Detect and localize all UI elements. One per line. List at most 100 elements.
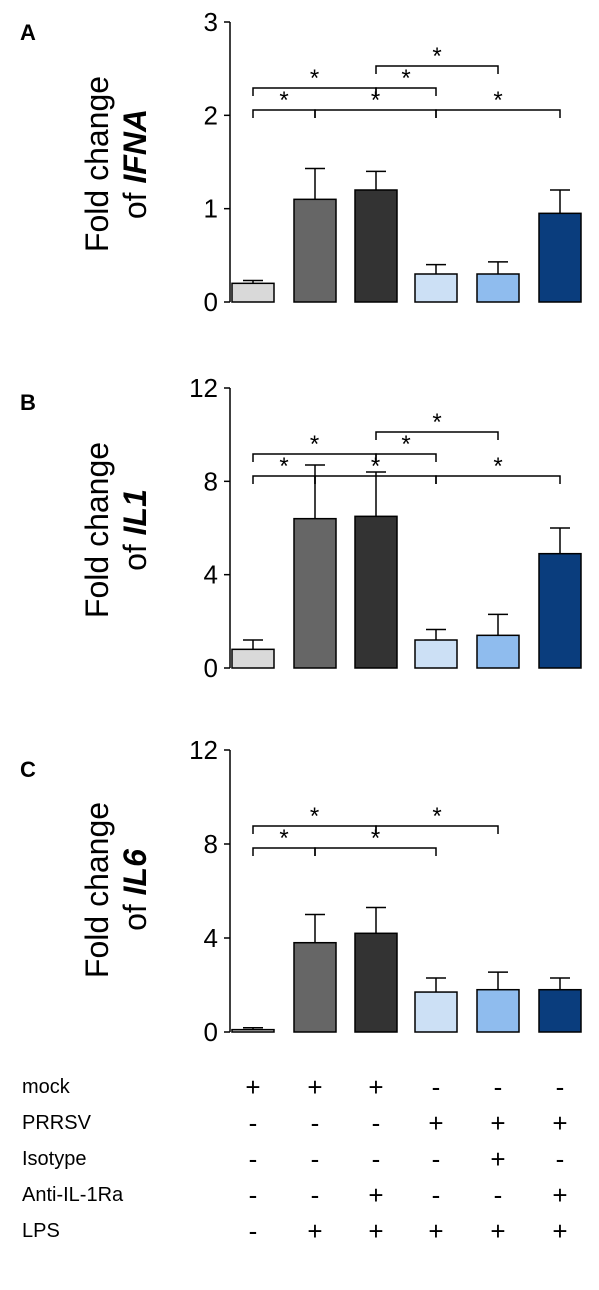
panel-c-plot: 0 4 8 12 * * * * [189, 735, 582, 1047]
panel-b-significance-bracket [375, 431, 499, 440]
panel-b-gene-name: IL1 [117, 489, 153, 535]
panel-a-significance-star: * [371, 87, 380, 114]
panel-a-bar [293, 198, 337, 303]
panel-c-significance-star: * [279, 825, 288, 852]
condition-sign: - [311, 1108, 320, 1138]
panel-c: C Fold change of IL6 0 4 8 12 * * * * [20, 735, 582, 1047]
panel-b-significance-bracket [375, 453, 437, 462]
panel-c-bar [414, 991, 458, 1033]
panel-a-letter: A [20, 20, 36, 45]
panel-b-y-tick-label: 8 [204, 466, 218, 496]
panel-a-significance-star: * [493, 87, 502, 114]
condition-sign: + [490, 1108, 505, 1138]
condition-sign: + [245, 1072, 260, 1102]
panel-c-bar [293, 941, 337, 1033]
panel-a-bar [414, 273, 458, 303]
panel-a-bar [231, 282, 275, 303]
panel-b-plot: 0 4 8 12 * * * * * * [189, 373, 582, 683]
panel-c-y-tick-label: 12 [189, 735, 218, 765]
condition-sign: - [432, 1072, 441, 1102]
panel-c-ylabel-line1: Fold change [79, 802, 115, 978]
panel-b-bar [538, 552, 582, 669]
condition-sign: - [249, 1108, 258, 1138]
condition-sign: - [372, 1108, 381, 1138]
condition-sign: + [490, 1216, 505, 1246]
panel-c-significance-star: * [432, 803, 441, 830]
panel-c-ylabel-line2: of IL6 [117, 849, 153, 931]
panel-a-ylabel-line1: Fold change [79, 76, 115, 252]
panel-b-bar [231, 648, 275, 669]
panel-b-significance-star: * [310, 431, 319, 458]
panel-c-y-tick-label: 0 [204, 1017, 218, 1047]
condition-sign: + [307, 1072, 322, 1102]
panel-a-significance-bracket [375, 87, 437, 96]
panel-b-y-tick-label: 12 [189, 373, 218, 403]
panel-c-bar [354, 932, 398, 1033]
condition-sign: - [556, 1144, 565, 1174]
panel-c-bar [231, 1028, 275, 1033]
condition-sign: + [552, 1216, 567, 1246]
panel-a-significance-star: * [432, 43, 441, 70]
panel-a: A Fold change of IFNA 0 1 2 3 * * * * * * [20, 7, 582, 317]
panel-b: B Fold change of IL1 0 4 8 12 * * * * * * [20, 373, 582, 683]
panel-a-gene-name: IFNA [117, 109, 153, 184]
condition-sign: - [494, 1180, 503, 1210]
condition-sign: - [249, 1144, 258, 1174]
panel-a-y-tick-label: 2 [204, 100, 218, 130]
panel-b-ylabel-line1: Fold change [79, 442, 115, 618]
panel-c-significance-star: * [310, 803, 319, 830]
panel-b-bar [293, 517, 337, 669]
panel-a-y-tick-label: 0 [204, 287, 218, 317]
panel-b-y-tick-label: 0 [204, 653, 218, 683]
condition-sign: + [307, 1216, 322, 1246]
panel-a-significance-bracket [435, 109, 561, 118]
condition-sign: + [428, 1108, 443, 1138]
panel-b-ylabel-line2: of IL1 [117, 489, 153, 571]
condition-sign: - [432, 1180, 441, 1210]
condition-sign: + [428, 1216, 443, 1246]
condition-sign: + [490, 1144, 505, 1174]
condition-sign: + [368, 1180, 383, 1210]
condition-sign: + [368, 1216, 383, 1246]
panel-c-y-tick-label: 4 [204, 923, 218, 953]
condition-sign: + [552, 1108, 567, 1138]
condition-sign: - [494, 1072, 503, 1102]
panel-a-bar [476, 273, 520, 303]
panel-a-y-tick-label: 1 [204, 194, 218, 224]
panel-a-ylabel-line2: of IFNA [117, 109, 153, 219]
panel-b-bar [414, 639, 458, 669]
panel-c-significance-star: * [371, 825, 380, 852]
condition-table: mock + + + - - - PRRSV - - - + + + Isotype - - - - + - Anti-I… [22, 1072, 568, 1246]
condition-sign: - [432, 1144, 441, 1174]
panel-a-bar [538, 212, 582, 303]
panel-b-letter: B [20, 390, 36, 415]
panel-b-significance-star: * [493, 453, 502, 480]
condition-sign: - [556, 1072, 565, 1102]
panel-b-significance-star: * [279, 453, 288, 480]
panel-c-bar [538, 988, 582, 1033]
condition-sign: - [249, 1180, 258, 1210]
condition-sign: + [368, 1072, 383, 1102]
panel-b-significance-star: * [401, 431, 410, 458]
panel-a-significance-bracket [375, 65, 499, 74]
panel-c-significance-bracket [314, 847, 437, 856]
condition-label: Isotype [22, 1148, 86, 1170]
condition-sign: - [311, 1144, 320, 1174]
panel-a-plot: 0 1 2 3 * * * * * * [204, 7, 582, 317]
panel-b-significance-bracket [435, 475, 561, 484]
condition-label: Anti-IL-1Ra [22, 1184, 124, 1206]
condition-sign: - [372, 1144, 381, 1174]
panel-b-bar [476, 634, 520, 669]
condition-sign: + [552, 1180, 567, 1210]
panel-a-significance-star: * [310, 65, 319, 92]
panel-a-bar [354, 189, 398, 303]
condition-label: LPS [22, 1220, 60, 1242]
panel-c-gene-name: IL6 [117, 849, 153, 895]
panel-c-letter: C [20, 757, 36, 782]
panel-c-significance-bracket [375, 825, 499, 834]
panel-b-significance-star: * [371, 453, 380, 480]
condition-label: PRRSV [22, 1112, 92, 1134]
condition-label: mock [22, 1076, 71, 1098]
panel-a-significance-star: * [401, 65, 410, 92]
